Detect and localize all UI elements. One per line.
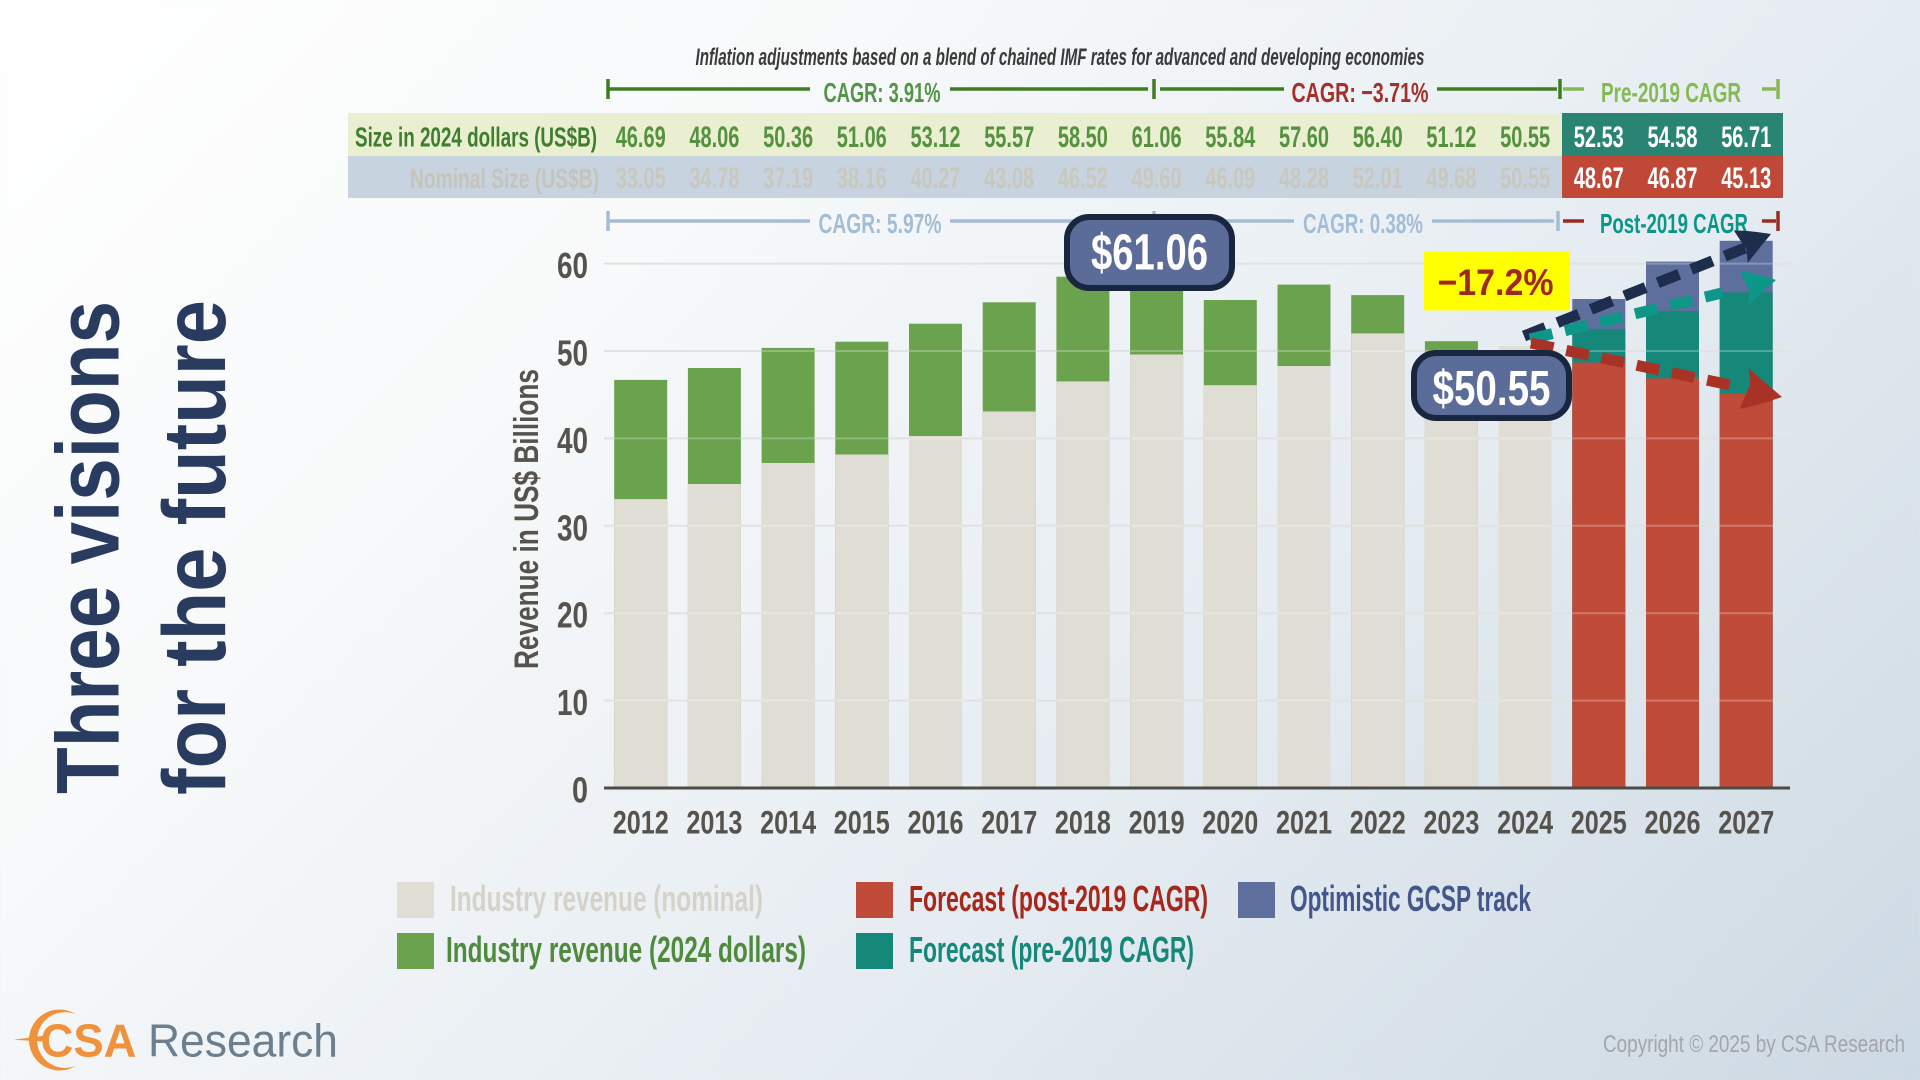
svg-text:2024: 2024 xyxy=(1497,805,1553,841)
svg-text:20: 20 xyxy=(557,595,588,636)
svg-text:2022: 2022 xyxy=(1350,805,1406,841)
svg-text:Revenue in US$ Billions: Revenue in US$ Billions xyxy=(508,369,546,669)
svg-text:46.87: 46.87 xyxy=(1648,162,1698,195)
svg-text:2017: 2017 xyxy=(981,805,1037,841)
svg-text:53.12: 53.12 xyxy=(911,121,961,154)
svg-text:45.13: 45.13 xyxy=(1721,162,1771,195)
svg-text:40.27: 40.27 xyxy=(911,162,961,195)
svg-text:49.68: 49.68 xyxy=(1426,162,1476,195)
svg-text:2023: 2023 xyxy=(1423,805,1479,841)
svg-text:2019: 2019 xyxy=(1129,805,1185,841)
svg-text:58.50: 58.50 xyxy=(1058,121,1108,154)
svg-text:CAGR: 3.91%: CAGR: 3.91% xyxy=(824,77,941,108)
svg-text:43.08: 43.08 xyxy=(984,162,1034,195)
svg-text:52.01: 52.01 xyxy=(1353,162,1403,195)
svg-text:2012: 2012 xyxy=(613,805,669,841)
svg-text:2015: 2015 xyxy=(834,805,890,841)
svg-text:56.40: 56.40 xyxy=(1353,121,1403,154)
svg-text:CAGR: 0.38%: CAGR: 0.38% xyxy=(1303,208,1423,239)
svg-text:2027: 2027 xyxy=(1718,805,1774,841)
svg-text:$61.06: $61.06 xyxy=(1091,224,1208,281)
svg-text:2014: 2014 xyxy=(760,805,816,841)
svg-text:CAGR: 5.97%: CAGR: 5.97% xyxy=(819,208,942,239)
svg-text:2025: 2025 xyxy=(1571,805,1627,841)
svg-text:50.55: 50.55 xyxy=(1500,121,1550,154)
svg-text:Research: Research xyxy=(148,1015,338,1067)
svg-text:0: 0 xyxy=(572,770,588,811)
svg-text:2026: 2026 xyxy=(1645,805,1701,841)
svg-text:40: 40 xyxy=(557,420,588,461)
svg-text:34.78: 34.78 xyxy=(689,162,739,195)
svg-text:48.67: 48.67 xyxy=(1574,162,1624,195)
svg-text:51.12: 51.12 xyxy=(1426,121,1476,154)
svg-text:Copyright © 2025 by CSA Resear: Copyright © 2025 by CSA Research xyxy=(1603,1031,1905,1058)
svg-text:37.19: 37.19 xyxy=(763,162,813,195)
svg-text:46.69: 46.69 xyxy=(616,121,666,154)
svg-text:2018: 2018 xyxy=(1055,805,1111,841)
svg-text:54.58: 54.58 xyxy=(1648,121,1698,154)
svg-text:46.52: 46.52 xyxy=(1058,162,1108,195)
svg-text:50.55: 50.55 xyxy=(1500,162,1550,195)
svg-text:52.53: 52.53 xyxy=(1574,121,1624,154)
svg-text:Pre-2019 CAGR: Pre-2019 CAGR xyxy=(1601,77,1741,108)
svg-text:2021: 2021 xyxy=(1276,805,1332,841)
svg-text:55.84: 55.84 xyxy=(1205,121,1255,154)
svg-text:2016: 2016 xyxy=(908,805,964,841)
svg-text:55.57: 55.57 xyxy=(984,121,1034,154)
svg-text:2020: 2020 xyxy=(1202,805,1258,841)
svg-text:for the future: for the future xyxy=(144,300,244,795)
svg-text:60: 60 xyxy=(557,245,588,286)
svg-text:50.36: 50.36 xyxy=(763,121,813,154)
svg-text:CAGR: −3.71%: CAGR: −3.71% xyxy=(1292,77,1429,108)
svg-text:Size in 2024 dollars (US$B): Size in 2024 dollars (US$B) xyxy=(355,122,597,153)
svg-text:57.60: 57.60 xyxy=(1279,121,1329,154)
svg-text:30: 30 xyxy=(557,507,588,548)
svg-text:50: 50 xyxy=(557,333,588,374)
svg-text:49.60: 49.60 xyxy=(1132,162,1182,195)
svg-text:Industry revenue (nominal): Industry revenue (nominal) xyxy=(450,878,763,919)
svg-text:61.06: 61.06 xyxy=(1132,121,1182,154)
svg-text:46.09: 46.09 xyxy=(1205,162,1255,195)
svg-text:38.16: 38.16 xyxy=(837,162,887,195)
svg-text:Forecast (post-2019 CAGR): Forecast (post-2019 CAGR) xyxy=(909,878,1208,919)
svg-text:$50.55: $50.55 xyxy=(1433,362,1551,416)
svg-text:CSA: CSA xyxy=(41,1015,137,1067)
svg-text:Nominal Size (US$B): Nominal Size (US$B) xyxy=(410,163,599,194)
svg-text:2013: 2013 xyxy=(686,805,742,841)
svg-text:Inflation adjustments based on: Inflation adjustments based on a blend o… xyxy=(696,44,1425,71)
svg-text:−17.2%: −17.2% xyxy=(1438,262,1554,303)
svg-text:10: 10 xyxy=(557,682,588,723)
svg-text:51.06: 51.06 xyxy=(837,121,887,154)
svg-text:56.71: 56.71 xyxy=(1721,121,1771,154)
svg-text:33.05: 33.05 xyxy=(616,162,666,195)
svg-text:Forecast (pre-2019 CAGR): Forecast (pre-2019 CAGR) xyxy=(909,929,1194,970)
svg-text:Industry revenue (2024 dollars: Industry revenue (2024 dollars) xyxy=(446,929,806,970)
svg-text:Post-2019 CAGR: Post-2019 CAGR xyxy=(1600,208,1748,239)
svg-text:Three visions: Three visions xyxy=(38,301,138,794)
svg-text:48.28: 48.28 xyxy=(1279,162,1329,195)
svg-text:Optimistic GCSP track: Optimistic GCSP track xyxy=(1290,878,1532,919)
svg-text:48.06: 48.06 xyxy=(689,121,739,154)
